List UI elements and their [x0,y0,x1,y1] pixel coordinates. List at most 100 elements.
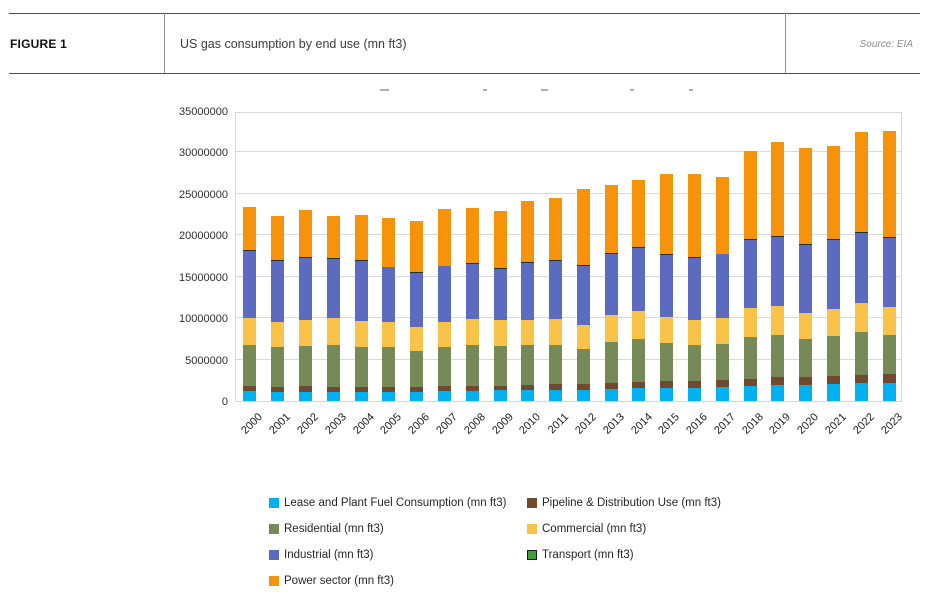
bar-2006 [410,220,424,401]
bar-2010 [521,200,535,401]
bar-segment [410,391,424,401]
y-axis-tick-label: 35000000 [179,106,228,118]
bar-segment [854,332,868,375]
x-axis-tick-label: 2019 [767,411,794,437]
bar-segment [410,327,424,351]
bar-segment [298,256,312,258]
bar-segment [854,383,868,401]
bar-segment [465,262,479,264]
bar-segment [382,266,396,268]
legend-swatch [527,550,537,560]
bar-segment [882,236,896,238]
bar-segment [465,318,479,346]
bar-segment [437,346,451,386]
bar-segment [410,272,424,274]
bar-segment [465,385,479,391]
bar-segment [688,345,702,382]
bar-segment [771,235,785,237]
bar-segment [410,386,424,392]
bar-segment [827,146,841,240]
bar-2022 [854,132,868,401]
bar-segment [604,252,618,254]
x-axis-tick-label: 2008 [461,411,488,437]
bar-segment [827,336,841,377]
bar-segment [271,386,285,392]
bar-segment [243,386,257,392]
bar-segment [326,215,340,259]
bar-segment [521,263,535,320]
bar-segment [326,318,340,345]
bar-segment [604,185,618,253]
clipped-title-artifact [630,89,634,91]
chart-legend: Lease and Plant Fuel Consumption (mn ft3… [269,490,797,594]
bar-segment [771,305,785,336]
bar-segment [298,257,312,320]
bar-segment [771,142,785,236]
bar-segment [688,174,702,257]
bar-segment [521,390,535,401]
clipped-title-artifact [541,89,548,91]
bar-segment [271,216,285,261]
bar-segment [604,389,618,401]
bar-segment [660,381,674,389]
bar-segment [243,206,257,251]
bar-segment [437,385,451,391]
x-axis-tick-label: 2020 [795,411,822,437]
bar-segment [326,258,340,260]
bar-segment [382,267,396,323]
bar-segment [437,390,451,401]
y-axis-tick-label: 30000000 [179,147,228,160]
bar-segment [298,345,312,387]
bar-segment [354,346,368,388]
x-axis-tick-label: 2007 [434,411,460,437]
x-axis-tick-label: 2016 [684,411,711,437]
bar-segment [437,266,451,322]
bar-segment [298,319,312,346]
bar-segment [688,256,702,258]
legend-swatch [527,524,537,534]
bar-segment [576,325,590,350]
bar-segment [827,384,841,401]
bar-segment [382,346,396,387]
bar-segment [882,382,896,401]
x-axis-tick-label: 2009 [489,411,516,437]
bar-segment [632,248,646,311]
legend-label: Power sector (mn ft3) [284,575,394,587]
x-axis-tick-label: 2004 [350,411,377,437]
x-axis-tick-label: 2011 [545,411,572,437]
bar-2014 [632,179,646,401]
bar-segment [743,337,757,379]
bar-segment [382,217,396,267]
bar-segment [771,384,785,401]
bar-segment [743,151,757,240]
bar-2008 [465,207,479,401]
header-bottom-rule [9,73,920,74]
bar-segment [743,239,757,240]
figure-title: US gas consumption by end use (mn ft3) [180,37,407,51]
bar-2019 [771,142,785,401]
bar-segment [382,386,396,392]
bar-segment [410,273,424,328]
bar-segment [771,376,785,385]
bar-segment [493,345,507,386]
bar-segment [549,390,563,401]
bar-segment [604,253,618,316]
bar-segment [854,132,868,232]
bar-segment [354,260,368,321]
bar-segment [660,254,674,317]
bar-segment [354,391,368,401]
bar-segment [521,262,535,264]
bar-segment [271,260,285,262]
bar-segment [799,338,813,378]
bar-segment [660,173,674,254]
bar-segment [243,391,257,401]
x-axis-tick-label: 2017 [712,411,738,437]
x-axis-tick-label: 2014 [628,411,655,437]
legend-item: Pipeline & Distribution Use (mn ft3) [527,497,797,509]
y-axis-tick-label: 20000000 [179,230,228,243]
bar-segment [882,131,896,237]
x-axis-tick-label: 2002 [295,411,321,437]
gridline [236,317,901,319]
bar-2018 [743,151,757,401]
